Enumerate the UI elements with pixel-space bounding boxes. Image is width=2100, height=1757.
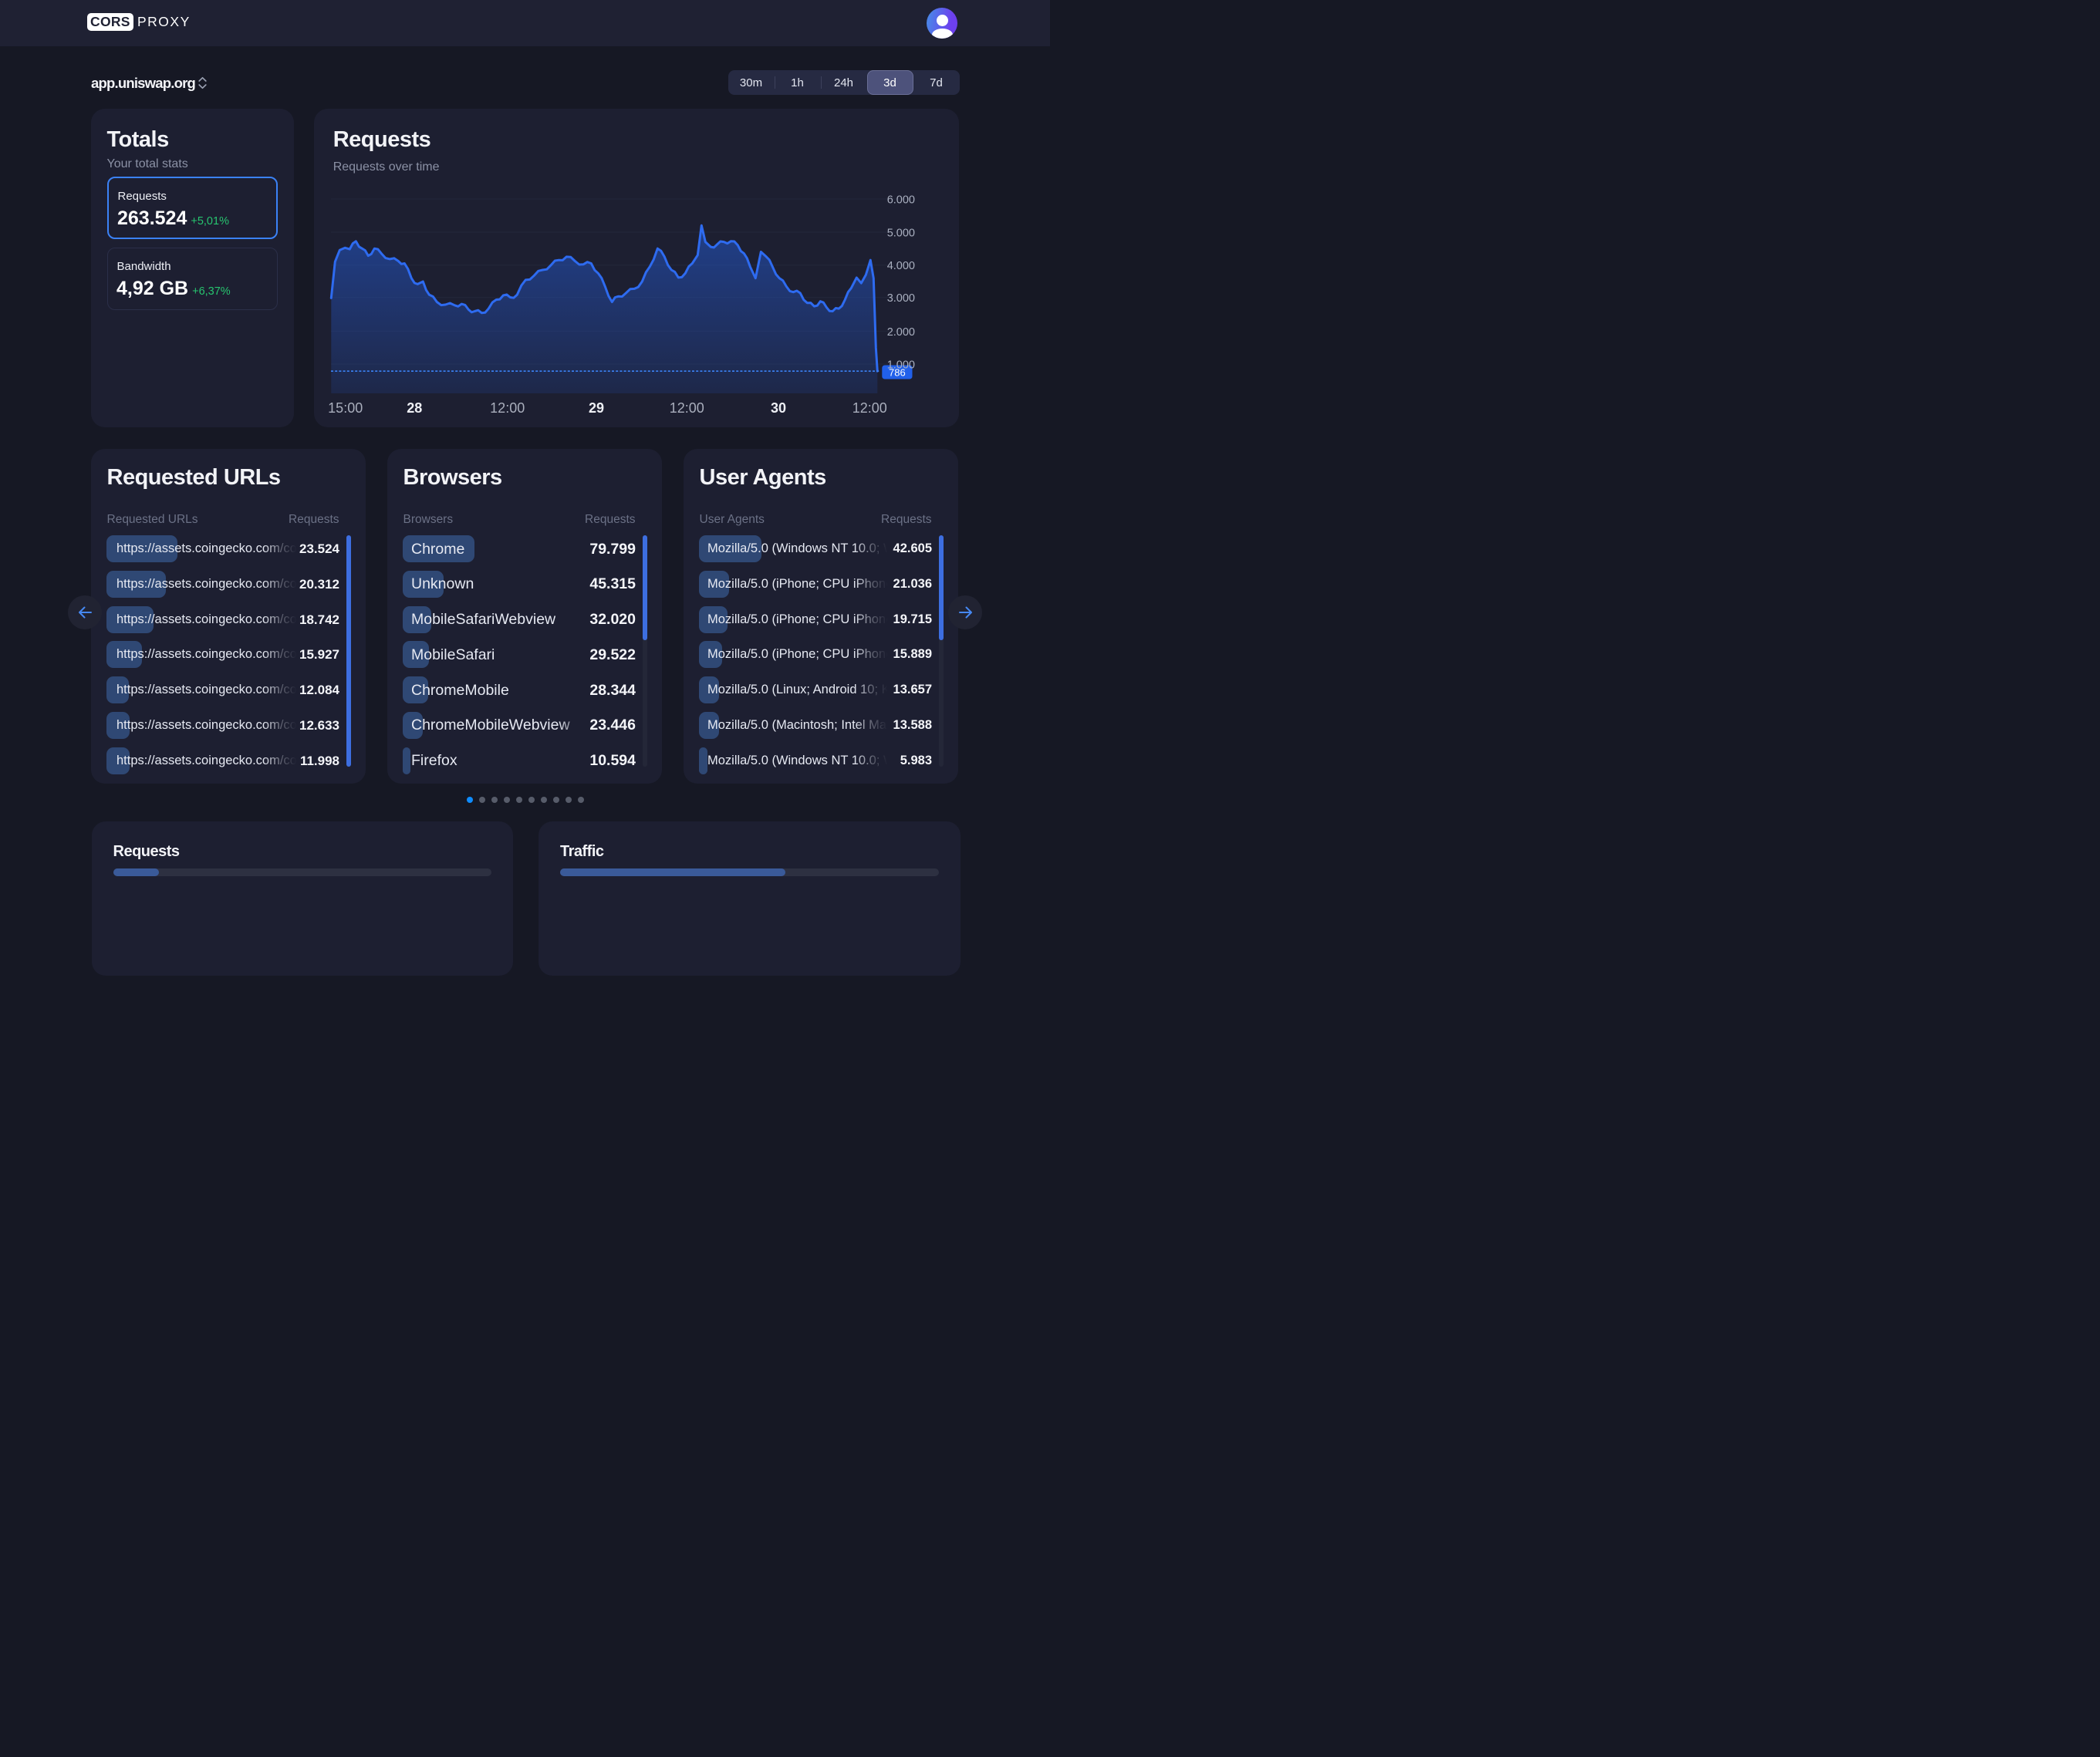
- svg-text:12:00: 12:00: [490, 400, 525, 416]
- svg-text:28: 28: [407, 400, 422, 416]
- svg-text:3.000: 3.000: [886, 292, 914, 305]
- svg-text:30: 30: [771, 400, 786, 416]
- svg-text:1.000: 1.000: [886, 359, 914, 372]
- svg-text:6.000: 6.000: [886, 194, 914, 207]
- svg-text:4.000: 4.000: [886, 260, 914, 272]
- svg-text:786: 786: [889, 366, 906, 378]
- svg-text:29: 29: [589, 400, 604, 416]
- svg-text:5.000: 5.000: [886, 228, 914, 240]
- svg-text:12:00: 12:00: [669, 400, 704, 416]
- svg-text:12:00: 12:00: [852, 400, 886, 416]
- svg-text:2.000: 2.000: [886, 326, 914, 339]
- svg-text:15:00: 15:00: [328, 400, 363, 416]
